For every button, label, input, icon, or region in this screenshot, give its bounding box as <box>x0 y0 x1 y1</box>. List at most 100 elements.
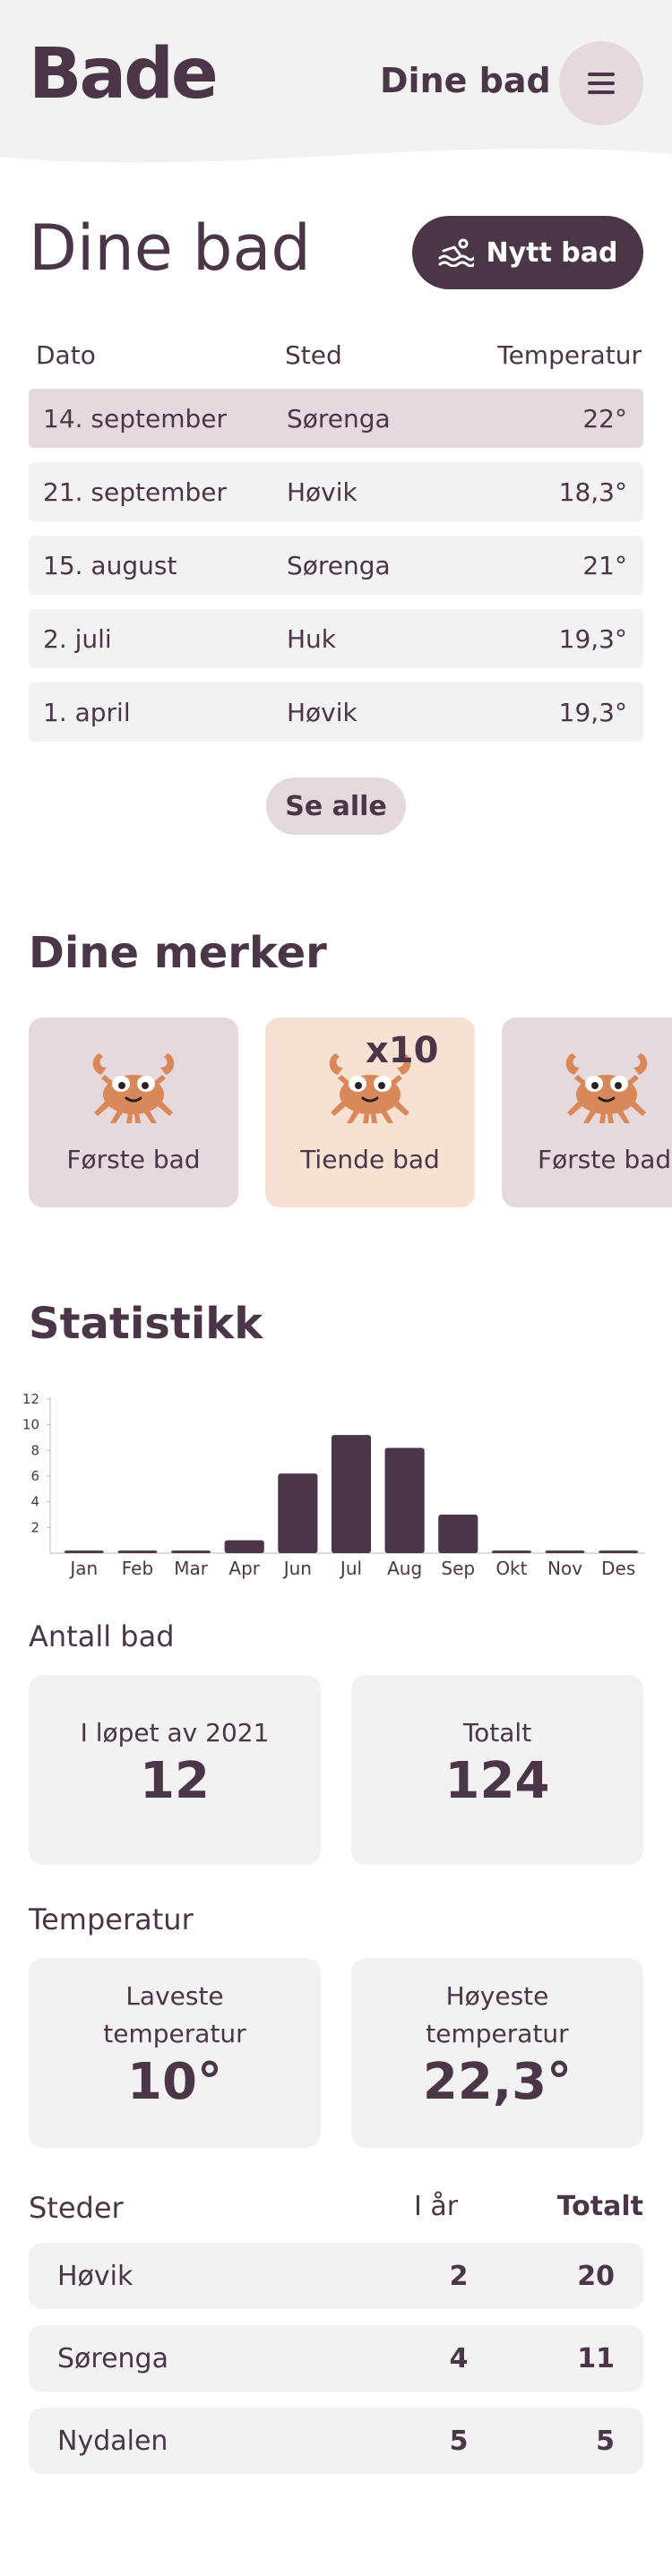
badge-count: x10 <box>366 1030 439 1071</box>
chart-bar-feb <box>117 1550 158 1553</box>
places-column-total: Totalt <box>556 2191 643 2222</box>
chart-x-label: Mar <box>174 1558 209 1579</box>
place-name: Nydalen <box>57 2426 168 2457</box>
new-bath-button[interactable]: Nytt bad <box>412 216 643 289</box>
chart-x-label: Jun <box>282 1558 312 1579</box>
year-count-value: 12 <box>140 1752 210 1810</box>
chart-bar-mar <box>171 1550 211 1553</box>
column-header-date: Dato <box>36 340 96 370</box>
new-bath-label: Nytt bad <box>486 236 618 269</box>
chart-bar-sep <box>438 1515 478 1553</box>
chart-bar-jul <box>331 1435 372 1553</box>
bath-place: Høvik <box>287 477 358 507</box>
see-all-button[interactable]: Se alle <box>266 777 406 835</box>
chart-bar-aug <box>384 1447 425 1553</box>
bath-row[interactable]: 15. august Sørenga 21° <box>29 536 643 595</box>
bath-date: 2. juli <box>43 624 112 654</box>
chart-x-label: Jan <box>68 1558 98 1579</box>
temperature-heading: Temperatur <box>29 1902 194 1936</box>
menu-button[interactable] <box>559 41 643 125</box>
chart-y-tick: 4 <box>30 1494 39 1510</box>
header-background <box>0 0 672 163</box>
bath-temperature: 19,3° <box>558 698 627 727</box>
bath-date: 15. august <box>43 551 177 580</box>
bath-place: Sørenga <box>287 551 391 580</box>
chart-y-tick: 10 <box>22 1417 39 1433</box>
column-header-place: Sted <box>285 340 342 370</box>
badge-card[interactable]: Første bad <box>29 1018 238 1207</box>
baths-title: Dine bad <box>29 211 311 285</box>
count-heading: Antall bad <box>29 1619 175 1653</box>
bath-row[interactable]: 14. september Sørenga 22° <box>29 389 643 448</box>
place-name: Sørenga <box>57 2343 168 2374</box>
chart-y-tick: 12 <box>22 1391 39 1407</box>
swimmer-icon <box>438 238 474 267</box>
total-count-value: 124 <box>444 1752 550 1810</box>
chart-bar-jan <box>64 1550 104 1553</box>
app-logo[interactable]: Bade <box>29 34 219 115</box>
min-temperature-card: Laveste temperatur 10° <box>29 1958 321 2148</box>
min-temperature-value: 10° <box>127 2053 222 2111</box>
bath-date: 14. september <box>43 404 228 434</box>
place-row[interactable]: Nydalen 5 5 <box>29 2408 643 2474</box>
places-column-year: I år <box>414 2191 459 2222</box>
chart-x-label: Jul <box>339 1558 362 1579</box>
badge-label: Første bad <box>66 1145 201 1174</box>
bath-temperature: 19,3° <box>558 624 627 654</box>
chart-bar-des <box>599 1550 639 1553</box>
badges-title: Dine merker <box>29 928 327 978</box>
places-heading: Steder <box>29 2191 124 2225</box>
monthly-baths-chart: 2 4 6 8 10 12 Jan Feb Mar Apr Jun Jul Aug Sep Okt Nov D… <box>22 1391 645 1579</box>
chart-y-tick: 2 <box>30 1519 39 1535</box>
statistics-title: Statistikk <box>29 1299 263 1349</box>
place-row[interactable]: Høvik 2 20 <box>29 2243 643 2309</box>
max-temperature-label: Høyeste temperatur <box>426 1981 569 2048</box>
place-total-count: 11 <box>577 2343 615 2374</box>
crab-icon <box>92 1053 175 1123</box>
place-year-count: 4 <box>449 2343 469 2374</box>
chart-x-label: Nov <box>547 1558 582 1579</box>
bath-date: 21. september <box>43 477 228 507</box>
bath-place: Huk <box>287 624 337 654</box>
min-temperature-label: Laveste temperatur <box>103 1981 246 2048</box>
chart-y-tick: 8 <box>30 1442 39 1458</box>
bath-place: Sørenga <box>287 404 391 434</box>
chart-y-tick: 6 <box>30 1468 39 1484</box>
crab-icon <box>329 1053 411 1123</box>
bath-temperature: 18,3° <box>558 477 627 507</box>
bath-row[interactable]: 1. april Høvik 19,3° <box>29 683 643 742</box>
bath-temperature: 22° <box>582 404 627 434</box>
max-temperature-value: 22,3° <box>422 2053 573 2111</box>
total-count-card: Totalt 124 <box>351 1675 643 1865</box>
badge-card[interactable]: Første bad <box>502 1018 672 1207</box>
chart-x-label: Okt <box>495 1558 527 1579</box>
chart-bar-okt <box>491 1550 531 1553</box>
place-total-count: 20 <box>577 2261 615 2292</box>
bath-row[interactable]: 21. september Høvik 18,3° <box>29 462 643 521</box>
chart-x-label: Apr <box>228 1558 260 1579</box>
chart-bar-apr <box>224 1540 264 1553</box>
total-count-label: Totalt <box>462 1718 532 1747</box>
place-row[interactable]: Sørenga 4 11 <box>29 2325 643 2391</box>
badge-card[interactable]: x10 Tiende bad <box>265 1018 475 1207</box>
chart-x-label: Sep <box>441 1558 475 1579</box>
hamburger-icon <box>588 73 615 94</box>
max-temperature-card: Høyeste temperatur 22,3° <box>351 1958 643 2148</box>
chart-x-label: Des <box>601 1558 635 1579</box>
top-bar: Bade Dine bad <box>0 0 672 170</box>
year-count-card: I løpet av 2021 12 <box>29 1675 321 1865</box>
column-header-temperature: Temperatur <box>497 340 642 370</box>
crab-icon <box>565 1053 648 1123</box>
place-total-count: 5 <box>596 2426 615 2457</box>
bath-date: 1. april <box>43 698 131 727</box>
nav-title[interactable]: Dine bad <box>380 61 551 100</box>
bath-temperature: 21° <box>582 551 627 580</box>
year-count-label: I løpet av 2021 <box>80 1718 270 1747</box>
chart-x-label: Aug <box>387 1558 422 1579</box>
badge-label: Tiende bad <box>300 1145 440 1174</box>
badge-label: Første bad <box>538 1145 672 1174</box>
chart-x-label: Feb <box>122 1558 153 1579</box>
bath-row[interactable]: 2. juli Huk 19,3° <box>29 609 643 668</box>
bath-place: Høvik <box>287 698 358 727</box>
chart-bar-nov <box>545 1550 585 1553</box>
